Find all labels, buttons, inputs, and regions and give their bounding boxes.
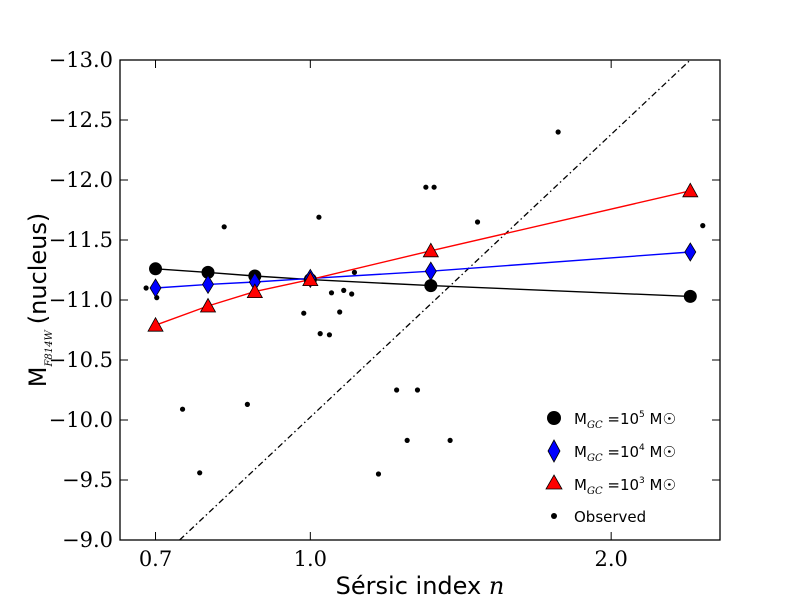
series-point-diamond (149, 278, 162, 298)
series-line-circle (155, 268, 691, 298)
y-tick-label: −9.0 (62, 528, 113, 552)
observed-point (197, 470, 203, 476)
observed-point (700, 223, 706, 229)
series-point-diamond (424, 261, 437, 281)
legend-entry-1e5: MGC =105 M☉ (547, 410, 676, 431)
y-tick-label: −12.0 (49, 168, 113, 192)
series-point-triangle (147, 316, 164, 332)
reference-line (179, 60, 691, 540)
legend-marker-diamond (547, 439, 561, 463)
legend-marker-circle (547, 411, 561, 425)
y-tick-label: −10.0 (49, 408, 113, 432)
x-tick-label: 0.7 (139, 547, 172, 571)
observed-point (414, 387, 421, 393)
legend-marker-dot (551, 513, 557, 519)
legend-entry-observed: Observed (551, 508, 646, 526)
series-point-diamond (202, 274, 214, 295)
series-point-circle (424, 279, 438, 293)
svg-text:MGC =104 M☉: MGC =104 M☉ (574, 443, 676, 464)
y-tick-label: −10.5 (49, 348, 113, 372)
legend-entry-1e4: MGC =104 M☉ (547, 439, 676, 464)
plot-area (120, 60, 720, 540)
observed-point (301, 310, 307, 316)
series-point-triangle (682, 182, 699, 198)
observed-point (555, 129, 561, 135)
observed-point (326, 332, 333, 338)
legend-marker-triangle (545, 474, 563, 490)
observed-point (341, 287, 347, 293)
observed-point (316, 214, 322, 220)
observed-point (349, 291, 355, 297)
series-line-diamond (155, 251, 691, 289)
series-point-triangle (302, 271, 319, 287)
svg-text:MGC =103 M☉: MGC =103 M☉ (574, 476, 676, 497)
series-point-diamond (684, 242, 697, 262)
observed-point (351, 269, 358, 275)
series-point-circle (149, 262, 163, 276)
series-point-triangle (246, 283, 264, 299)
observed-point (337, 309, 343, 315)
observed-point (447, 437, 453, 443)
observed-point (375, 471, 382, 477)
y-tick-label: −11.0 (49, 288, 113, 312)
observed-point (474, 219, 481, 225)
x-tick-label: 2.0 (594, 547, 627, 571)
legend: MGC =105 M☉ MGC =104 M☉ MGC =103 M☉ Obse… (545, 410, 676, 526)
series-point-circle (201, 265, 215, 279)
series-line-triangle (155, 190, 691, 326)
series-point-triangle (422, 242, 440, 258)
svg-text:MGC =105 M☉: MGC =105 M☉ (574, 410, 676, 431)
observed-point (328, 290, 335, 296)
y-tick-label: −13.0 (49, 48, 113, 72)
y-tick-label: −11.5 (49, 228, 113, 252)
x-tick-label: 1.0 (294, 547, 327, 571)
y-tick-label: −12.5 (49, 108, 113, 132)
observed-point (404, 437, 410, 443)
observed-point (394, 387, 400, 393)
observed-point (317, 331, 323, 337)
observed-point (423, 184, 429, 190)
series-point-triangle (199, 297, 217, 313)
x-axis-title: Sérsic index n (336, 572, 505, 600)
observed-point (143, 285, 149, 291)
observed-point (244, 401, 250, 407)
y-tick-label: −9.5 (62, 468, 113, 492)
svg-text:Observed: Observed (574, 508, 646, 526)
observed-point (431, 184, 437, 190)
y-axis-title: MF814W(nucleus) (24, 213, 55, 388)
legend-entry-1e3: MGC =103 M☉ (545, 474, 676, 497)
observed-point (221, 224, 227, 230)
observed-point (179, 406, 186, 412)
series-point-circle (683, 289, 697, 303)
